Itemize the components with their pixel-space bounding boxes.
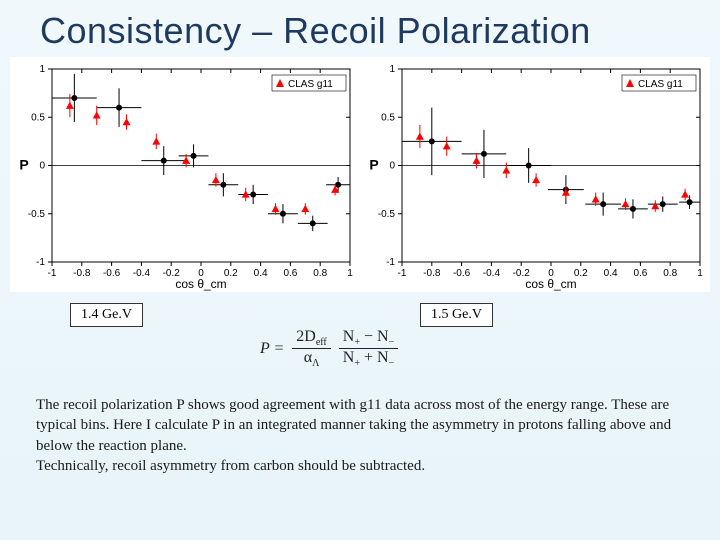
svg-text:P: P <box>19 157 28 173</box>
svg-text:0.6: 0.6 <box>283 268 297 279</box>
svg-text:0: 0 <box>389 161 395 172</box>
svg-text:1: 1 <box>347 268 353 279</box>
svg-text:CLAS g11: CLAS g11 <box>638 79 683 90</box>
svg-text:1: 1 <box>39 64 45 75</box>
svg-text:1: 1 <box>389 64 395 75</box>
formula: P = 2Deff αΛ N+ − N− N+ + N− <box>260 328 402 369</box>
caption-right: 1.5 Ge.V <box>420 303 493 327</box>
charts-row: -1-0.8-0.6-0.4-0.200.20.40.60.81-1-0.500… <box>0 57 720 292</box>
body-p2: Technically, recoil asymmetry from carbo… <box>36 456 686 476</box>
chart-left-svg: -1-0.8-0.6-0.4-0.200.20.40.60.81-1-0.500… <box>10 57 360 292</box>
slide-title: Consistency – Recoil Polarization <box>0 0 720 57</box>
svg-text:-0.4: -0.4 <box>133 268 151 279</box>
svg-text:-1: -1 <box>36 257 45 268</box>
svg-text:0.4: 0.4 <box>254 268 268 279</box>
svg-text:-1: -1 <box>48 268 57 279</box>
svg-text:0.8: 0.8 <box>663 268 677 279</box>
formula-frac2: N+ − N− N+ + N− <box>339 328 398 369</box>
svg-text:0.5: 0.5 <box>381 112 395 123</box>
svg-text:cos θ_cm: cos θ_cm <box>175 277 226 291</box>
caption-left: 1.4 Ge.V <box>70 303 143 327</box>
svg-text:CLAS g11: CLAS g11 <box>288 79 333 90</box>
svg-text:-0.4: -0.4 <box>483 268 501 279</box>
svg-text:-1: -1 <box>386 257 395 268</box>
formula-lhs: P = <box>260 340 284 358</box>
svg-text:0.5: 0.5 <box>31 112 45 123</box>
chart-right: -1-0.8-0.6-0.4-0.200.20.40.60.81-1-0.500… <box>360 57 710 292</box>
svg-text:cos θ_cm: cos θ_cm <box>525 277 576 291</box>
chart-left: -1-0.8-0.6-0.4-0.200.20.40.60.81-1-0.500… <box>10 57 360 292</box>
svg-text:-0.5: -0.5 <box>28 209 46 220</box>
svg-text:-1: -1 <box>398 268 407 279</box>
svg-text:-0.6: -0.6 <box>453 268 471 279</box>
svg-text:0.8: 0.8 <box>313 268 327 279</box>
svg-text:0: 0 <box>39 161 45 172</box>
body-p1: The recoil polarization P shows good agr… <box>36 395 686 456</box>
svg-text:0.6: 0.6 <box>633 268 647 279</box>
svg-text:-0.8: -0.8 <box>423 268 441 279</box>
chart-right-svg: -1-0.8-0.6-0.4-0.200.20.40.60.81-1-0.500… <box>360 57 710 292</box>
svg-text:P: P <box>369 157 378 173</box>
svg-text:-0.6: -0.6 <box>103 268 121 279</box>
body-text: The recoil polarization P shows good agr… <box>36 395 686 476</box>
svg-text:-0.5: -0.5 <box>378 209 396 220</box>
svg-text:1: 1 <box>697 268 703 279</box>
svg-text:0.4: 0.4 <box>604 268 618 279</box>
svg-text:-0.8: -0.8 <box>73 268 91 279</box>
formula-frac1: 2Deff αΛ <box>292 328 330 369</box>
